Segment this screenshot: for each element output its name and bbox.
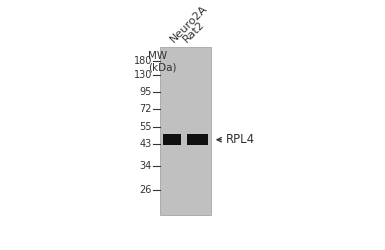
Bar	[163, 134, 181, 145]
Text: 43: 43	[140, 139, 152, 149]
Text: 34: 34	[140, 160, 152, 170]
Text: 95: 95	[140, 86, 152, 97]
Text: 130: 130	[134, 70, 152, 80]
Text: Neuro2A: Neuro2A	[168, 3, 209, 44]
Text: RPL4: RPL4	[226, 133, 255, 146]
Text: 72: 72	[139, 104, 152, 114]
Text: 180: 180	[134, 56, 152, 66]
Text: Rat2: Rat2	[181, 19, 207, 44]
Text: 26: 26	[140, 185, 152, 195]
Text: MW
(kDa): MW (kDa)	[148, 51, 177, 73]
Bar	[160, 47, 211, 215]
Text: 55: 55	[139, 122, 152, 132]
Bar	[187, 134, 208, 145]
